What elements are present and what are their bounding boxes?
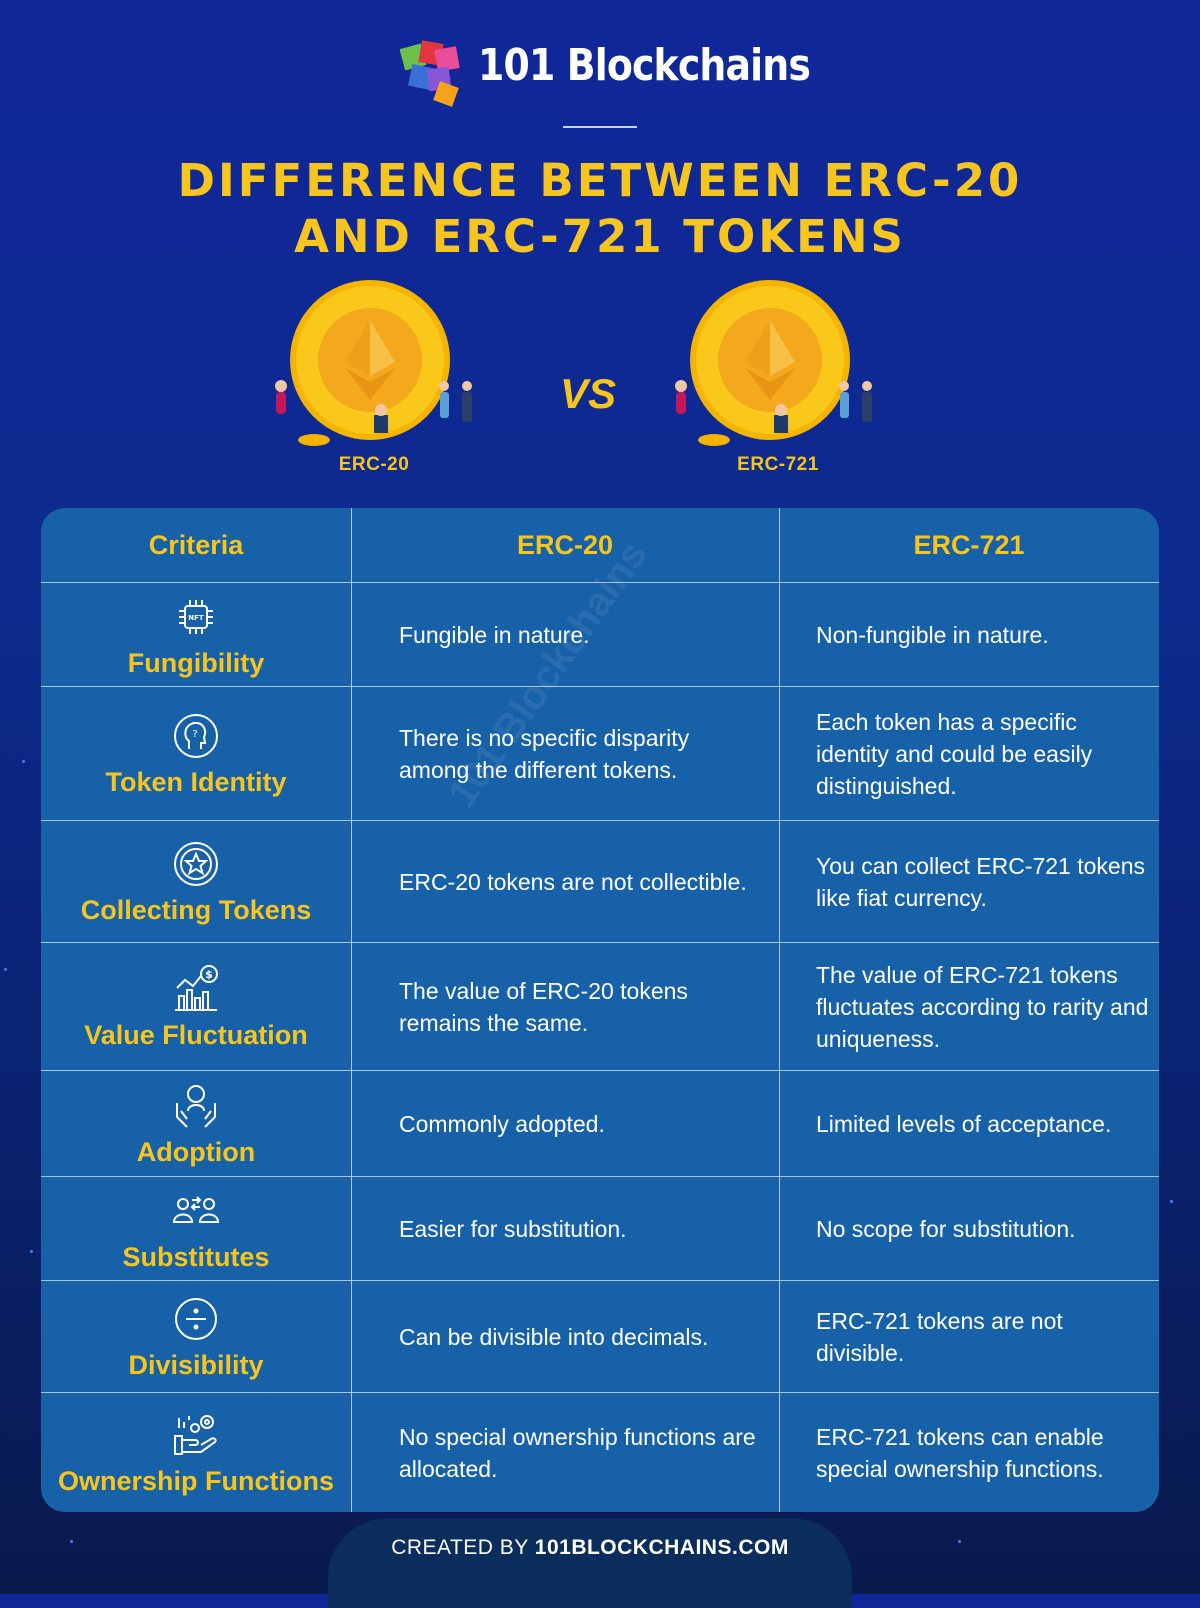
criterion-cell: Ownership Functions <box>41 1393 351 1512</box>
people-swap-icon <box>171 1186 221 1236</box>
table-row: ? Token Identity There is no specific di… <box>41 686 1159 821</box>
header-divider <box>563 126 637 128</box>
criterion-label: Value Fluctuation <box>84 1020 308 1051</box>
svg-text:NFT: NFT <box>188 614 204 622</box>
ethereum-coin-icon <box>670 280 900 450</box>
criterion-cell: Collecting Tokens <box>41 821 351 943</box>
erc721-cell: Each token has a specific identity and c… <box>816 687 1151 821</box>
decor-star <box>70 1540 73 1543</box>
decor-star <box>958 1540 961 1543</box>
table-row: Ownership Functions No special ownership… <box>41 1392 1159 1512</box>
erc721-cell: No scope for substitution. <box>816 1177 1151 1281</box>
erc721-cell: The value of ERC-721 tokens fluctuates a… <box>816 943 1151 1071</box>
svg-text:$: $ <box>205 968 213 981</box>
page-title-line1: DIFFERENCE BETWEEN ERC-20 <box>0 154 1200 207</box>
footer-credit: CREATED BY 101BLOCKCHAINS.COM <box>328 1536 852 1560</box>
bar-chart-dollar-icon: $ <box>171 964 221 1014</box>
header-erc721: ERC-721 <box>779 508 1159 582</box>
vs-label: VS <box>560 370 616 418</box>
brand-name: 101 Blockchains <box>478 40 810 91</box>
header-erc20: ERC-20 <box>351 508 779 582</box>
nft-chip-icon: NFT <box>171 592 221 642</box>
footer-site: 101BLOCKCHAINS.COM <box>535 1536 789 1559</box>
erc20-cell: Commonly adopted. <box>399 1071 759 1177</box>
erc20-coin-illustration: ERC-20 <box>270 280 500 480</box>
header-criteria: Criteria <box>41 508 351 582</box>
criterion-label: Fungibility <box>128 648 264 679</box>
comparison-table: Criteria ERC-20 ERC-721 NFT Fungibility … <box>41 508 1159 1512</box>
erc721-cell: You can collect ERC-721 tokens like fiat… <box>816 821 1151 943</box>
erc721-cell: Non-fungible in nature. <box>816 583 1151 687</box>
criterion-label: Adoption <box>137 1137 255 1168</box>
criterion-label: Substitutes <box>122 1242 269 1273</box>
page-title-line2: AND ERC-721 TOKENS <box>0 210 1200 263</box>
decor-star <box>30 1250 33 1253</box>
criterion-label: Collecting Tokens <box>81 895 312 926</box>
star-badge-icon <box>171 839 221 889</box>
identity-head-icon: ? <box>171 711 221 761</box>
criterion-cell: ? Token Identity <box>41 687 351 821</box>
footer: CREATED BY 101BLOCKCHAINS.COM <box>328 1518 852 1608</box>
table-row: Adoption Commonly adopted. Limited level… <box>41 1070 1159 1177</box>
criterion-cell: $ Value Fluctuation <box>41 943 351 1071</box>
erc721-cell: Limited levels of acceptance. <box>816 1071 1151 1177</box>
decor-star <box>1170 1200 1173 1203</box>
hands-person-icon <box>171 1081 221 1131</box>
erc721-cell: ERC-721 tokens can enable special owners… <box>816 1393 1151 1512</box>
criterion-label: Divisibility <box>128 1350 263 1381</box>
erc20-coin-label: ERC-20 <box>274 454 474 476</box>
erc20-cell: The value of ERC-20 tokens remains the s… <box>399 943 759 1071</box>
hand-gears-icon <box>171 1410 221 1460</box>
decor-star <box>22 760 25 763</box>
table-row: Divisibility Can be divisible into decim… <box>41 1280 1159 1393</box>
erc721-cell: ERC-721 tokens are not divisible. <box>816 1281 1151 1393</box>
table-row: $ Value Fluctuation The value of ERC-20 … <box>41 942 1159 1071</box>
svg-text:?: ? <box>192 729 197 740</box>
decor-star <box>4 968 7 971</box>
table-row: Collecting Tokens ERC-20 tokens are not … <box>41 820 1159 943</box>
criterion-cell: Substitutes <box>41 1177 351 1281</box>
header: 101 Blockchains <box>0 30 1200 100</box>
ethereum-coin-icon <box>270 280 500 450</box>
erc20-cell: There is no specific disparity among the… <box>399 687 759 821</box>
logo-cubes-icon <box>400 38 470 108</box>
table-row: Substitutes Easier for substitution. No … <box>41 1176 1159 1281</box>
erc20-cell: No special ownership functions are alloc… <box>399 1393 759 1512</box>
divide-icon <box>171 1294 221 1344</box>
footer-prefix: CREATED BY <box>391 1536 535 1559</box>
erc20-cell: ERC-20 tokens are not collectible. <box>399 821 759 943</box>
criterion-label: Token Identity <box>105 767 286 798</box>
criterion-cell: Adoption <box>41 1071 351 1177</box>
criterion-cell: NFT Fungibility <box>41 583 351 687</box>
erc20-cell: Can be divisible into decimals. <box>399 1281 759 1393</box>
criterion-label: Ownership Functions <box>58 1466 334 1497</box>
criterion-cell: Divisibility <box>41 1281 351 1393</box>
erc721-coin-illustration: ERC-721 <box>670 280 900 480</box>
erc20-cell: Easier for substitution. <box>399 1177 759 1281</box>
erc721-coin-label: ERC-721 <box>678 454 878 476</box>
